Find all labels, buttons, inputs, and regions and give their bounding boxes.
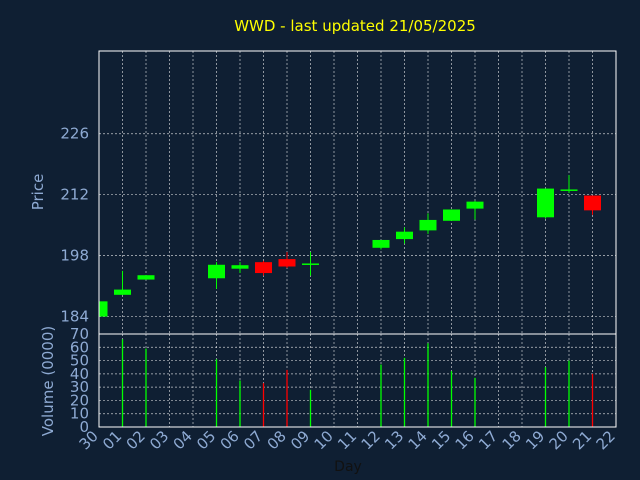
volume-y-tick-label: 0 (79, 418, 89, 436)
candle-body (255, 262, 272, 274)
candle-body (419, 219, 437, 231)
volume-y-tick-label: 50 (70, 352, 89, 370)
price-y-axis-label: Price (29, 174, 47, 211)
volume-frame (98, 333, 617, 428)
candle-body (302, 263, 319, 265)
candle-body (114, 289, 131, 295)
price-grid (98, 51, 617, 334)
volume-y-tick-label: 40 (70, 365, 89, 383)
price-y-tick-label: 184 (60, 308, 89, 326)
candle-body (443, 209, 460, 221)
chart-title: WWD - last updated 21/05/2025 (234, 17, 476, 35)
volume-y-tick-label: 10 (70, 405, 89, 423)
price-y-tick-label: 212 (60, 186, 89, 204)
x-tick-labels: 3001020304050607080910111213141516171819… (76, 427, 619, 453)
price-y-tick-labels: 184 198 212 226 (60, 125, 89, 326)
candle-body (396, 231, 413, 240)
candle-body (584, 195, 601, 211)
volume-y-tick-label: 70 (70, 325, 89, 343)
volume-bars (121, 339, 594, 427)
volume-y-tick-label: 20 (70, 391, 89, 409)
volume-y-tick-label: 30 (70, 378, 89, 396)
volume-y-tick-label: 60 (70, 338, 89, 356)
price-y-tick-label: 226 (60, 125, 89, 143)
candle-body (137, 275, 155, 280)
candle-body (560, 189, 578, 191)
candle-body (278, 259, 296, 267)
candles (98, 175, 601, 317)
candle-body (208, 264, 225, 279)
candle-body (537, 188, 554, 218)
price-y-tick-label: 198 (60, 247, 89, 265)
candle-body (231, 265, 249, 269)
volume-y-axis-label: Volume (0000) (39, 326, 57, 436)
x-axis-label: Day (334, 459, 362, 475)
candle-body (99, 301, 108, 317)
candle-body (466, 201, 484, 209)
candle-body (372, 239, 390, 248)
